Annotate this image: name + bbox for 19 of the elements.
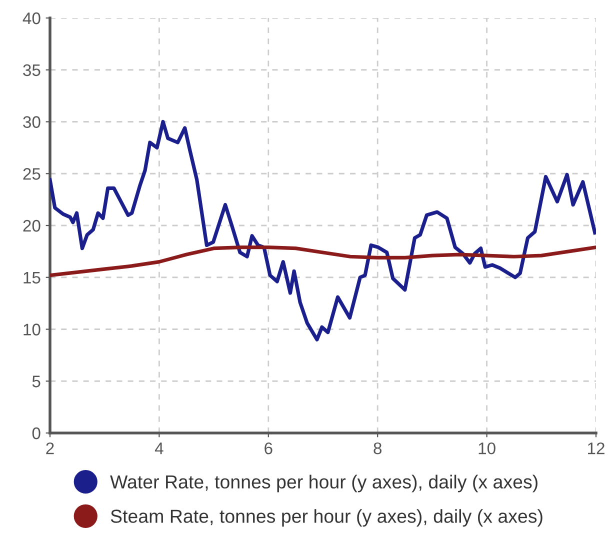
y-tick-label: 5 — [32, 376, 40, 388]
x-tick-label: 4 — [154, 442, 164, 454]
x-tick-label: 10 — [478, 442, 496, 454]
y-tick-label: 35 — [23, 64, 40, 76]
y-tick-label: 25 — [23, 168, 40, 180]
y-tick-label: 30 — [23, 116, 40, 128]
y-tick-label: 40 — [22, 12, 40, 24]
legend-label: Steam Rate, tonnes per hour (y axes), daily (x axes) — [110, 509, 542, 527]
x-tick-label: 2 — [46, 442, 54, 454]
line-series — [50, 120, 596, 342]
x-tick-label: 8 — [374, 442, 382, 454]
y-tick-label: 15 — [24, 272, 40, 284]
x-tick-label: 6 — [264, 442, 272, 454]
y-tick-label: 0 — [32, 427, 40, 440]
y-tick-label: 10 — [24, 324, 40, 336]
line-series — [50, 245, 596, 278]
legend-label: Water Rate, tonnes per hour (y axes), daily (x axes) — [110, 474, 538, 492]
x-tick-label: 12 — [588, 442, 604, 454]
y-tick-label: 20 — [23, 220, 40, 232]
